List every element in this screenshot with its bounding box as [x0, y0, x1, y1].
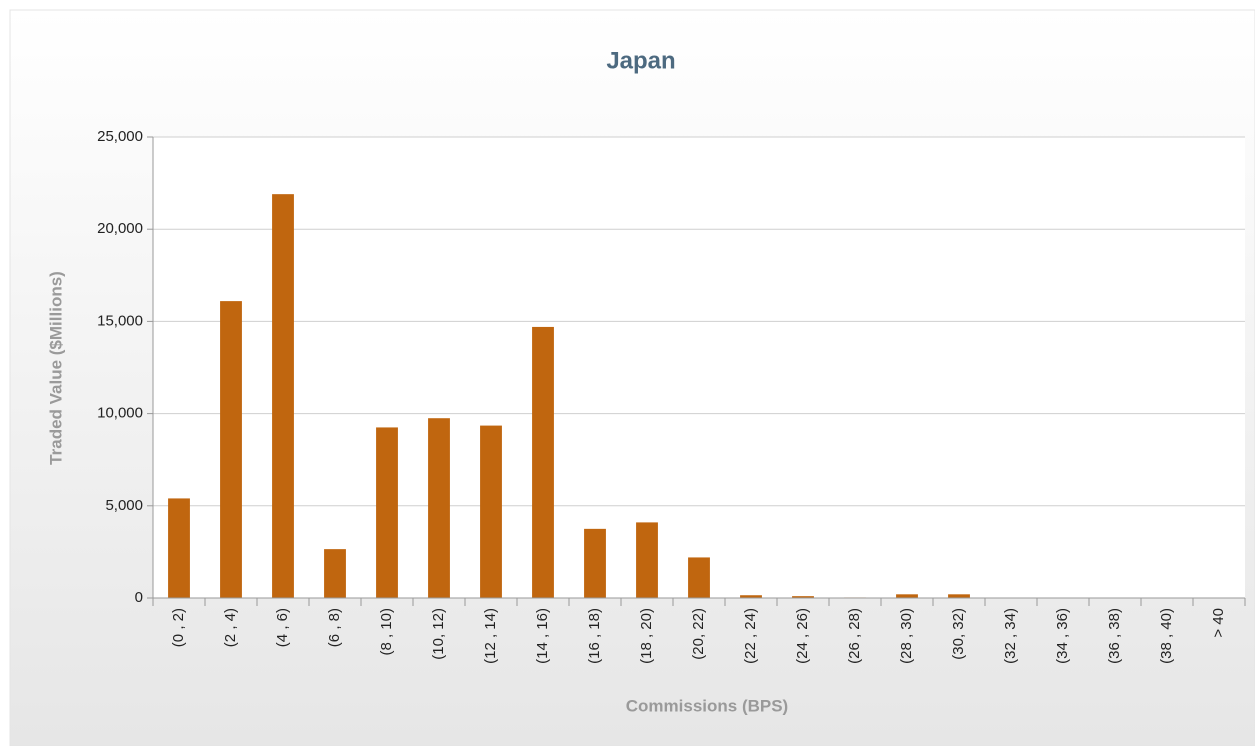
x-tick-label: (16 , 18)	[586, 608, 603, 664]
bar	[324, 549, 346, 598]
x-tick-label: (2 , 4)	[222, 608, 239, 647]
x-tick-label: (8 , 10)	[378, 608, 395, 656]
x-tick-label: (12 , 14)	[482, 608, 499, 664]
y-tick-label: 10,000	[97, 405, 143, 422]
bar	[428, 418, 450, 598]
x-tick-label: (28 , 30)	[898, 608, 915, 664]
x-tick-label: (0 , 2)	[170, 608, 187, 647]
bar	[740, 595, 762, 598]
bar	[532, 326, 554, 598]
plot-area	[153, 137, 1245, 598]
y-tick-label: 20,000	[97, 220, 143, 237]
x-tick-label: (18 , 20)	[638, 608, 655, 664]
x-tick-label: > 40	[1210, 608, 1227, 638]
bar	[948, 594, 970, 598]
bar	[480, 425, 502, 598]
bar	[376, 427, 398, 598]
bar	[272, 194, 294, 598]
x-tick-label: (30, 32)	[950, 608, 967, 660]
bar	[168, 498, 190, 598]
y-tick-label: 0	[135, 589, 143, 606]
x-tick-label: (24 , 26)	[794, 608, 811, 664]
bar	[584, 528, 606, 598]
x-tick-label: (20, 22)	[690, 608, 707, 660]
x-tick-label: (22 , 24)	[742, 608, 759, 664]
x-tick-label: (4 , 6)	[274, 608, 291, 647]
bar	[896, 594, 918, 598]
chart-title: Japan	[606, 47, 675, 74]
x-tick-label: (14 , 16)	[534, 608, 551, 664]
x-tick-label: (36 , 38)	[1106, 608, 1123, 664]
bar	[636, 522, 658, 598]
x-tick-label: (6 , 8)	[326, 608, 343, 647]
x-tick-label: (26 , 28)	[846, 608, 863, 664]
y-axis-title: Traded Value ($Millions)	[46, 271, 65, 465]
bar	[220, 301, 242, 598]
x-tick-label: (32 , 34)	[1002, 608, 1019, 664]
bar	[688, 557, 710, 598]
y-tick-label: 5,000	[105, 497, 143, 514]
x-tick-label: (34 , 36)	[1054, 608, 1071, 664]
y-tick-label: 25,000	[97, 128, 143, 145]
x-tick-label: (10, 12)	[430, 608, 447, 660]
x-tick-label: (38 , 40)	[1158, 608, 1175, 664]
bar	[792, 596, 814, 598]
x-axis-title: Commissions (BPS)	[626, 696, 788, 715]
y-tick-label: 15,000	[97, 312, 143, 329]
